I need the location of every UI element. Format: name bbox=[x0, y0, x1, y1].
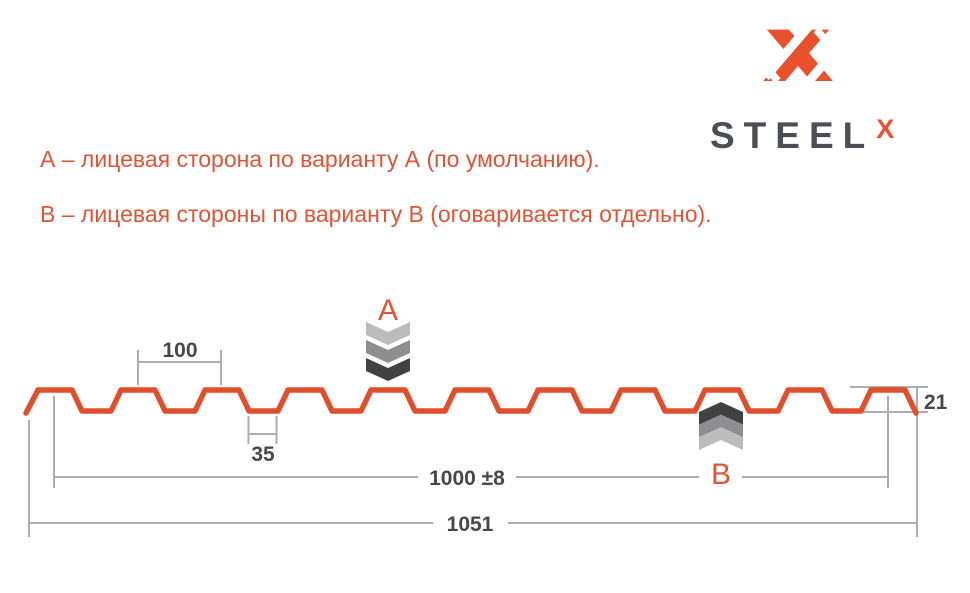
logo-x-icon bbox=[762, 26, 841, 92]
profile-outline bbox=[23, 387, 919, 416]
face-side-a-marker: А bbox=[366, 294, 410, 381]
marker-a-label: А bbox=[378, 294, 398, 327]
chevron-down-icon bbox=[366, 322, 410, 381]
legend-notes: А – лицевая сторона по варианту А (по ум… bbox=[40, 148, 712, 226]
face-side-b-marker: В bbox=[699, 402, 743, 491]
logo: STEELX bbox=[700, 13, 940, 156]
brand-name: STEELX bbox=[710, 114, 895, 157]
dim-full-width-label: 1051 bbox=[447, 513, 494, 536]
brand-text: STEEL bbox=[710, 115, 875, 156]
dim-height-label: 21 bbox=[924, 391, 948, 414]
marker-b-label: В bbox=[711, 458, 731, 491]
dim-valley-label: 35 bbox=[251, 443, 275, 466]
dimension-lines bbox=[28, 350, 928, 537]
chevron-up-icon bbox=[699, 402, 743, 450]
note-variant-b: В – лицевая стороны по варианту В (огова… bbox=[40, 201, 712, 227]
note-variant-a: А – лицевая сторона по варианту А (по ум… bbox=[40, 146, 600, 172]
brand-sup-x: X bbox=[876, 114, 895, 144]
dim-pitch-label: 100 bbox=[162, 339, 197, 362]
dim-working-width-label: 1000 ±8 bbox=[429, 467, 505, 490]
